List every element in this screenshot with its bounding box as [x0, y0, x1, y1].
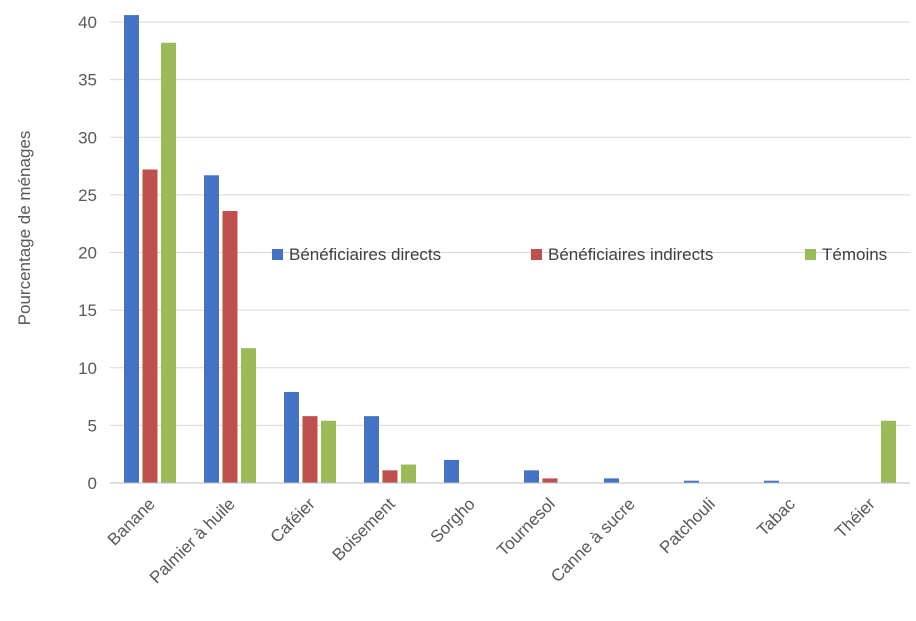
y-tick-label: 40: [78, 13, 97, 32]
y-tick-label: 30: [78, 128, 97, 147]
bar: [444, 459, 459, 483]
bars: [124, 15, 896, 484]
x-tick-label: Tournesol: [493, 494, 559, 560]
legend-label: Bénéficiaires directs: [289, 245, 441, 264]
y-tick-label: 15: [78, 301, 97, 320]
legend-label: Témoins: [822, 245, 887, 264]
bar: [284, 391, 299, 483]
y-axis-ticks: 0 5 10 15 20 25 30 35 40: [78, 13, 97, 493]
bar: [302, 416, 318, 483]
x-tick-label: Canne à sucre: [547, 494, 639, 586]
y-tick-label: 20: [78, 244, 97, 263]
bar: [764, 480, 779, 483]
y-tick-label: 0: [88, 474, 97, 493]
bar: [684, 480, 699, 483]
x-tick-label: Théier: [831, 494, 879, 542]
y-tick-label: 35: [78, 71, 97, 90]
bar: [321, 420, 336, 483]
bar: [142, 169, 158, 483]
y-tick-label: 10: [78, 359, 97, 378]
x-tick-label: Sorgho: [427, 494, 479, 546]
bar: [241, 348, 256, 483]
legend-swatch: [272, 249, 283, 260]
x-tick-label: Banane: [104, 494, 159, 549]
x-tick-label: Palmier à huile: [146, 494, 239, 587]
y-tick-label: 5: [88, 416, 97, 435]
x-tick-label: Boisement: [329, 494, 399, 564]
x-tick-label: Patchouli: [656, 494, 719, 557]
legend-swatch: [805, 249, 816, 260]
bar: [364, 416, 379, 483]
legend-label: Bénéficiaires indirects: [548, 245, 713, 264]
bar: [542, 478, 558, 483]
x-tick-label: Tabac: [753, 494, 799, 540]
bar: [161, 42, 176, 484]
bar: [401, 464, 416, 483]
bar: [222, 211, 238, 483]
bar: [604, 478, 619, 483]
x-tick-label: Caféier: [267, 494, 319, 546]
y-tick-label: 25: [78, 186, 97, 205]
legend: Bénéficiaires directs Bénéficiaires indir…: [272, 245, 887, 264]
bar: [881, 420, 896, 483]
y-axis-title: Pourcentage de ménages: [15, 131, 34, 326]
bar: [524, 470, 539, 483]
legend-swatch: [531, 249, 542, 260]
bar: [124, 15, 139, 484]
bar: [382, 470, 398, 483]
bar: [204, 175, 219, 483]
